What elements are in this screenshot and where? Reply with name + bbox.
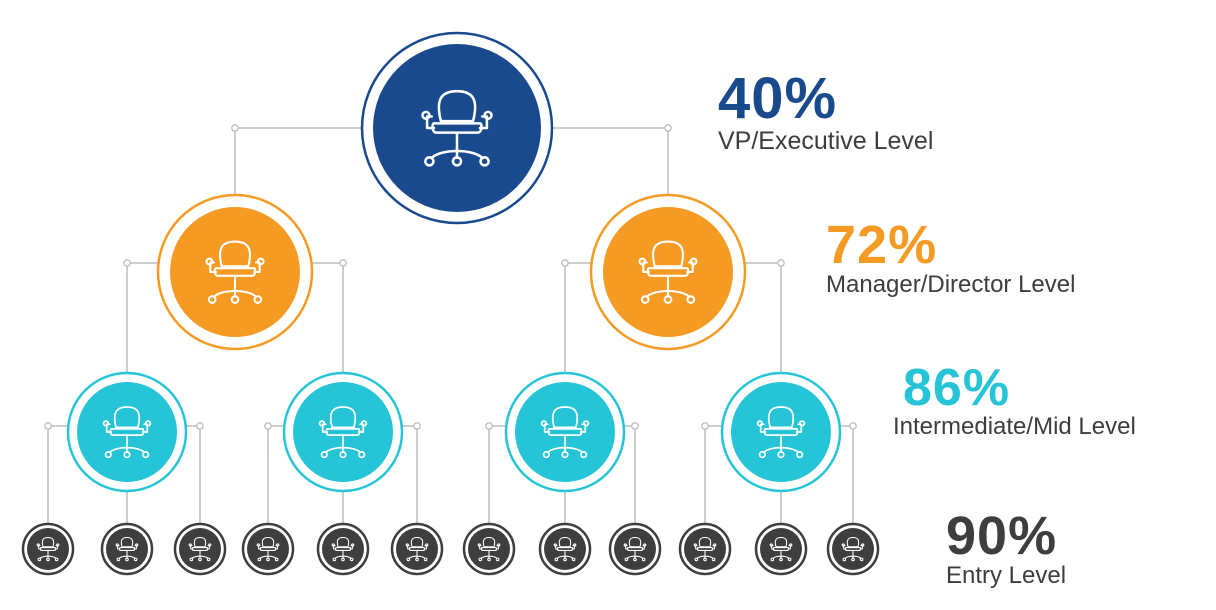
office-chair-icon — [553, 536, 577, 562]
mid-level-node-2 — [282, 371, 404, 493]
manager-node-2 — [589, 193, 747, 351]
entry-node-7 — [462, 522, 516, 576]
entry-node-10 — [678, 522, 732, 576]
level-manager-percent: 72% — [826, 215, 938, 275]
level-executive-percent: 40% — [718, 66, 838, 131]
office-chair-icon — [331, 536, 355, 562]
office-chair-icon — [756, 406, 806, 459]
level-manager-label: 72% Manager/Director Level — [826, 218, 1075, 298]
office-chair-icon — [318, 406, 368, 459]
entry-node-1 — [21, 522, 75, 576]
mid-level-node-1 — [66, 371, 188, 493]
office-chair-icon — [540, 406, 590, 459]
entry-node-6 — [390, 522, 444, 576]
office-chair-icon — [421, 89, 493, 167]
entry-node-9 — [608, 522, 662, 576]
office-chair-icon — [115, 536, 139, 562]
level-executive-name: VP/Executive Level — [718, 127, 934, 155]
entry-node-12 — [826, 522, 880, 576]
level-entry-label: 90% Entry Level — [946, 509, 1066, 589]
entry-node-2 — [100, 522, 154, 576]
office-chair-icon — [477, 536, 501, 562]
mid-level-node-4 — [720, 371, 842, 493]
connector-lines — [44, 124, 857, 524]
executive-node — [360, 31, 554, 225]
entry-node-11 — [754, 522, 808, 576]
entry-node-5 — [316, 522, 370, 576]
office-chair-icon — [841, 536, 865, 562]
office-chair-icon — [405, 536, 429, 562]
office-chair-icon — [102, 406, 152, 459]
office-chair-icon — [188, 536, 212, 562]
level-manager-name: Manager/Director Level — [826, 271, 1076, 298]
office-chair-icon — [623, 536, 647, 562]
level-entry-percent: 90% — [946, 506, 1058, 566]
office-chair-icon — [256, 536, 280, 562]
entry-node-4 — [241, 522, 295, 576]
office-chair-icon — [638, 240, 698, 304]
mid-level-node-3 — [504, 371, 626, 493]
office-chair-icon — [205, 240, 265, 304]
entry-node-8 — [538, 522, 592, 576]
manager-node-1 — [156, 193, 314, 351]
office-chair-icon — [36, 536, 60, 562]
level-mid-label: 86% Intermediate/Mid Level — [893, 362, 1136, 440]
office-chair-icon — [769, 536, 793, 562]
level-mid-name: Intermediate/Mid Level — [893, 413, 1136, 440]
office-chair-icon — [693, 536, 717, 562]
chair-nodes — [21, 31, 880, 576]
entry-node-3 — [173, 522, 227, 576]
level-mid-percent: 86% — [903, 359, 1011, 417]
level-executive-label: 40% VP/Executive Level — [718, 70, 933, 156]
level-entry-name: Entry Level — [946, 562, 1067, 589]
